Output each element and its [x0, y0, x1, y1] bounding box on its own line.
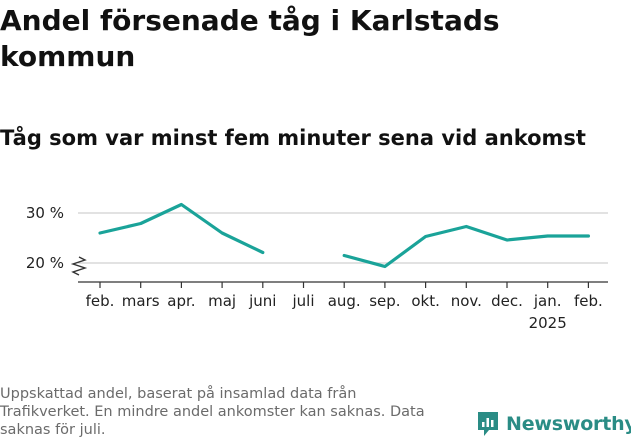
x-tick-label: maj: [208, 292, 236, 310]
axis-break-icon: [70, 256, 88, 276]
chart-title: Andel försenade tåg i Karlstads kommun: [0, 4, 500, 73]
x-tick-label: juni: [248, 292, 276, 310]
line-chart: 20 % 30 % feb. mars apr. maj juni juli aug. sep.…: [26, 202, 608, 332]
x-tick-label: apr.: [167, 292, 195, 310]
brand[interactable]: Newsworthy: [476, 408, 631, 440]
brand-name: Newsworthy: [506, 413, 631, 435]
x-tick-label: nov.: [451, 292, 482, 310]
x-tick-label: sep.: [369, 292, 400, 310]
y-tick-label: 30 %: [26, 204, 64, 222]
footnote: Uppskattad andel, baserat på insamlad da…: [0, 386, 425, 438]
y-axis: 20 % 30 %: [26, 204, 88, 276]
x-tick-label: aug.: [328, 292, 361, 310]
newsworthy-logo-icon: [478, 412, 498, 436]
series-line-segment: [342, 224, 591, 269]
x-tick-label: dec.: [491, 292, 523, 310]
x-year-label: 2025: [529, 314, 567, 332]
x-axis: feb. mars apr. maj juni juli aug. sep. okt. nov. d…: [78, 281, 608, 332]
x-tick-label: feb.: [574, 292, 603, 310]
series-line-segment: [98, 202, 265, 255]
x-tick-label: mars: [122, 292, 160, 310]
x-tick-label: feb.: [86, 292, 115, 310]
x-tick-label: jan.: [533, 292, 562, 310]
y-tick-label: 20 %: [26, 254, 64, 272]
series-line: [98, 202, 591, 269]
x-tick-label: juli: [291, 292, 314, 310]
chart-subtitle: Tåg som var minst fem minuter sena vid a…: [0, 126, 586, 150]
x-tick-label: okt.: [411, 292, 440, 310]
